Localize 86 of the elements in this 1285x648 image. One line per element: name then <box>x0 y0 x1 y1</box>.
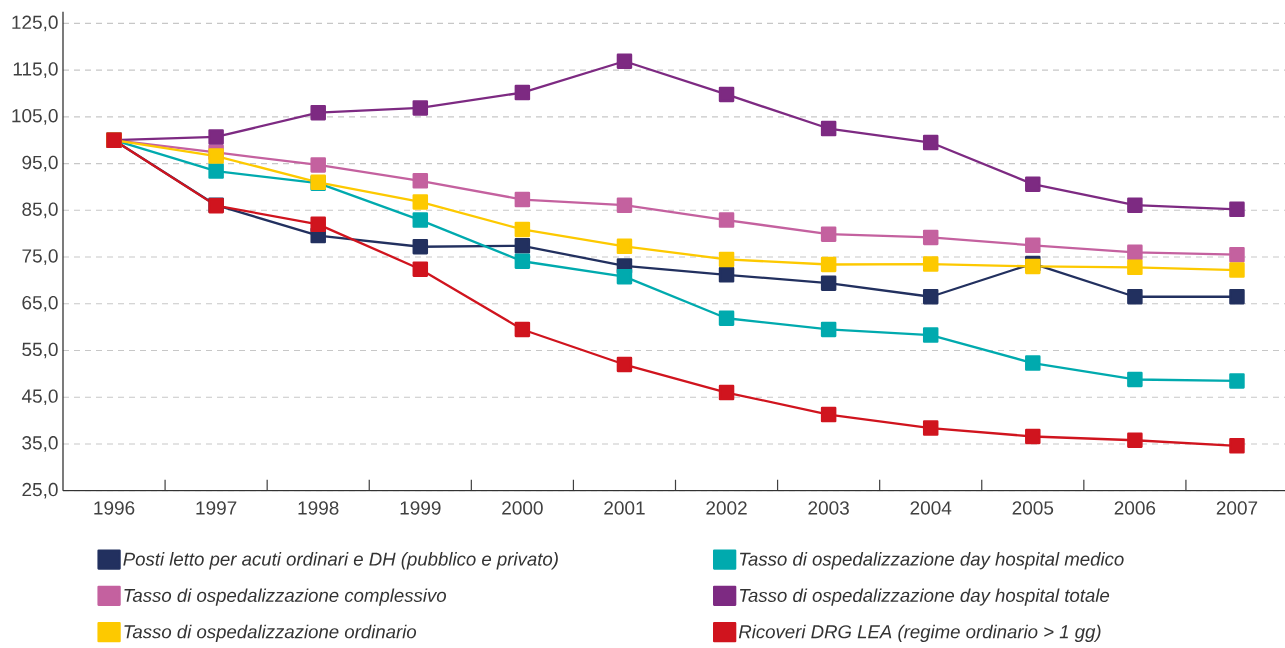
point <box>514 238 531 254</box>
point <box>208 129 224 145</box>
point <box>514 253 531 269</box>
y-tick-label: 75,0 <box>22 249 58 265</box>
x-tick-label: 2005 <box>1012 501 1054 515</box>
point <box>514 221 531 238</box>
y-tick-label: 95,0 <box>22 155 58 172</box>
x-tick-label: 2004 <box>910 501 952 515</box>
point <box>820 406 837 423</box>
x-tick-label: 1999 <box>400 501 441 515</box>
x-tick-label: 2002 <box>706 501 747 515</box>
point <box>820 275 837 291</box>
point <box>718 251 735 268</box>
point <box>310 157 326 173</box>
legend-label: Ricoveri DRG LEA (regime ordinario > 1 gg) <box>738 624 1101 643</box>
point <box>1229 289 1245 305</box>
point <box>922 327 939 343</box>
point <box>718 267 735 283</box>
point <box>514 84 531 101</box>
y-tick-label: 55,0 <box>22 342 58 359</box>
point <box>1127 259 1143 276</box>
point <box>922 289 939 305</box>
point <box>1229 262 1245 278</box>
point <box>820 120 837 137</box>
x-tick-label: 1998 <box>298 501 339 515</box>
point <box>616 53 633 69</box>
point <box>412 194 429 210</box>
x-tick-label: 1997 <box>196 501 237 515</box>
y-tick-label: 45,0 <box>21 389 58 406</box>
point <box>514 191 531 208</box>
point <box>922 256 939 272</box>
point <box>514 321 531 338</box>
point <box>1229 201 1245 218</box>
point <box>1025 237 1041 254</box>
point <box>616 268 633 285</box>
point <box>616 197 633 213</box>
y-tick-label: 35,0 <box>22 436 58 452</box>
point <box>820 321 837 338</box>
point <box>412 173 429 189</box>
point <box>718 310 735 327</box>
point <box>616 238 633 255</box>
point <box>922 420 939 436</box>
point <box>412 261 429 277</box>
point <box>412 100 429 116</box>
y-tick-label: 125,0 <box>12 15 58 32</box>
point <box>922 134 939 151</box>
legend-label: Tasso di ospedalizzazione ordinario <box>124 624 417 643</box>
point <box>718 86 735 103</box>
point <box>310 216 326 233</box>
y-tick-label: 65,0 <box>22 295 58 312</box>
legend-label: Posti letto per acuti ordinari e DH (pubblico e privato) <box>123 552 558 570</box>
point <box>1229 373 1245 389</box>
point <box>1127 244 1143 261</box>
point <box>208 148 224 164</box>
point <box>1127 432 1143 448</box>
x-tick-label: 2001 <box>604 501 645 515</box>
x-tick-label: 2006 <box>1114 501 1156 515</box>
point <box>208 163 224 179</box>
y-tick-label: 105,0 <box>12 108 58 125</box>
y-tick-label: 85,0 <box>22 202 58 219</box>
x-tick-label: 1996 <box>94 501 135 515</box>
point <box>1025 428 1041 445</box>
point <box>922 229 939 246</box>
y-tick-label: 25,0 <box>22 482 58 499</box>
point <box>718 384 735 401</box>
point <box>1025 176 1041 192</box>
point <box>310 104 326 121</box>
x-tick-label: 2000 <box>502 501 543 515</box>
x-tick-label: 2007 <box>1216 501 1258 515</box>
point <box>1025 355 1041 371</box>
point <box>1127 371 1143 388</box>
legend-label: Tasso di ospedalizzazione day hospital medico <box>739 552 1124 570</box>
point <box>1229 246 1245 263</box>
legend-label: Tasso di ospedalizzazione complessivo <box>124 588 447 606</box>
x-tick-label: 2003 <box>808 501 849 515</box>
y-tick-label: 115,0 <box>13 62 58 78</box>
point <box>412 239 429 255</box>
point <box>820 226 837 242</box>
legend-label: Tasso di ospedalizzazione day hospital totale <box>739 588 1110 606</box>
point <box>820 256 837 273</box>
point <box>412 212 429 228</box>
point <box>616 356 633 373</box>
point <box>1229 438 1245 454</box>
point <box>718 212 735 228</box>
point <box>1127 289 1143 305</box>
point <box>1127 197 1143 213</box>
